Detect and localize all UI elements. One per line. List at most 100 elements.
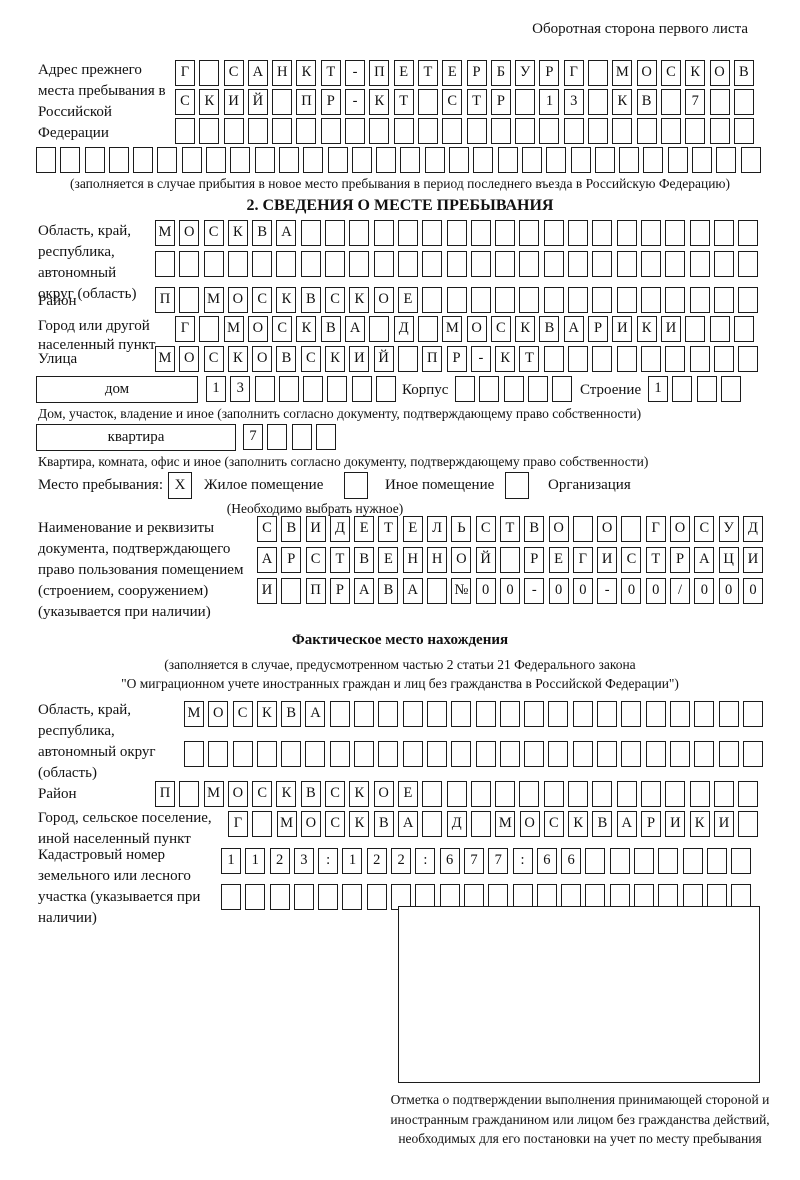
char-cell[interactable]	[570, 147, 591, 173]
char-cell[interactable]	[665, 251, 686, 277]
char-cell[interactable]: Г	[228, 811, 248, 837]
char-cell[interactable]	[616, 251, 637, 277]
char-cell[interactable]: К	[256, 701, 277, 727]
char-cell[interactable]: Ь	[451, 516, 472, 542]
checkbox-cell[interactable]	[344, 472, 368, 499]
char-cell[interactable]: Е	[402, 516, 423, 542]
char-cell[interactable]	[470, 811, 491, 837]
char-cell[interactable]	[669, 741, 690, 767]
char-cell[interactable]	[689, 346, 710, 372]
char-cell[interactable]	[621, 741, 642, 767]
char-cell[interactable]: 1	[221, 848, 241, 874]
char-cell[interactable]	[490, 118, 511, 144]
char-cell[interactable]	[592, 251, 613, 277]
char-cell[interactable]: А	[563, 316, 584, 342]
char-cell[interactable]: 0	[572, 578, 593, 604]
char-cell[interactable]	[199, 316, 220, 342]
char-cell[interactable]: О	[519, 811, 540, 837]
char-cell[interactable]	[546, 147, 567, 173]
char-cell[interactable]: Т	[499, 516, 520, 542]
char-cell[interactable]	[515, 118, 536, 144]
char-cell[interactable]	[342, 884, 363, 910]
char-cell[interactable]	[616, 220, 637, 246]
char-cell[interactable]: 7	[243, 424, 263, 450]
char-cell[interactable]: П	[296, 89, 317, 115]
char-cell[interactable]	[329, 701, 350, 727]
char-cell[interactable]	[329, 741, 350, 767]
char-cell[interactable]	[199, 118, 220, 144]
char-cell[interactable]	[616, 346, 637, 372]
char-cell[interactable]	[293, 884, 314, 910]
char-cell[interactable]: В	[300, 287, 321, 313]
char-cell[interactable]: К	[199, 89, 220, 115]
char-cell[interactable]	[369, 316, 390, 342]
char-cell[interactable]	[475, 701, 496, 727]
char-cell[interactable]: А	[305, 701, 326, 727]
char-cell[interactable]	[597, 701, 618, 727]
char-cell[interactable]	[689, 251, 710, 277]
char-cell[interactable]: П	[369, 60, 390, 86]
char-cell[interactable]: Р	[320, 89, 341, 115]
char-cell[interactable]	[133, 147, 154, 173]
char-cell[interactable]	[245, 884, 266, 910]
char-cell[interactable]	[422, 811, 443, 837]
char-cell[interactable]: Т	[378, 516, 399, 542]
char-cell[interactable]: /	[670, 578, 691, 604]
char-cell[interactable]: Р	[539, 60, 560, 86]
char-cell[interactable]	[208, 741, 229, 767]
char-cell[interactable]	[669, 701, 690, 727]
char-cell[interactable]	[733, 118, 754, 144]
char-cell[interactable]	[594, 147, 615, 173]
char-cell[interactable]	[568, 346, 589, 372]
char-cell[interactable]	[720, 376, 741, 402]
char-cell[interactable]	[672, 376, 693, 402]
char-cell[interactable]	[254, 376, 275, 402]
char-cell[interactable]: А	[276, 220, 297, 246]
char-cell[interactable]: 1	[648, 376, 668, 402]
char-cell[interactable]: А	[616, 811, 637, 837]
char-cell[interactable]	[643, 147, 664, 173]
char-cell[interactable]: К	[685, 60, 706, 86]
char-cell[interactable]: О	[597, 516, 618, 542]
char-cell[interactable]	[667, 147, 688, 173]
char-cell[interactable]: С	[543, 811, 564, 837]
char-cell[interactable]: А	[345, 316, 366, 342]
char-cell[interactable]	[609, 848, 630, 874]
char-cell[interactable]: В	[354, 547, 375, 573]
char-cell[interactable]	[665, 781, 686, 807]
char-cell[interactable]: Л	[427, 516, 448, 542]
char-cell[interactable]	[376, 147, 397, 173]
char-cell[interactable]	[665, 220, 686, 246]
char-cell[interactable]: -	[597, 578, 618, 604]
char-cell[interactable]	[515, 89, 536, 115]
char-cell[interactable]: П	[155, 287, 175, 313]
char-cell[interactable]: И	[665, 811, 686, 837]
char-cell[interactable]	[733, 316, 754, 342]
char-cell[interactable]	[738, 811, 759, 837]
char-cell[interactable]: К	[296, 316, 317, 342]
char-cell[interactable]: О	[179, 220, 200, 246]
char-cell[interactable]	[247, 118, 268, 144]
char-cell[interactable]: С	[223, 60, 244, 86]
char-cell[interactable]: А	[402, 578, 423, 604]
char-cell[interactable]	[366, 884, 387, 910]
char-cell[interactable]: Н	[402, 547, 423, 573]
char-cell[interactable]	[640, 781, 661, 807]
char-cell[interactable]: :	[415, 848, 436, 874]
char-cell[interactable]	[157, 147, 178, 173]
char-cell[interactable]	[709, 118, 730, 144]
char-cell[interactable]: 0	[548, 578, 569, 604]
char-cell[interactable]	[354, 741, 375, 767]
char-cell[interactable]	[426, 741, 447, 767]
char-cell[interactable]: У	[515, 60, 536, 86]
char-cell[interactable]: К	[276, 781, 297, 807]
char-cell[interactable]: 7	[685, 89, 706, 115]
char-cell[interactable]	[568, 287, 589, 313]
char-cell[interactable]	[300, 220, 321, 246]
char-cell[interactable]: С	[252, 781, 273, 807]
char-cell[interactable]: 0	[499, 578, 520, 604]
char-cell[interactable]: А	[257, 547, 277, 573]
char-cell[interactable]: С	[475, 516, 496, 542]
char-cell[interactable]	[519, 781, 540, 807]
char-cell[interactable]	[422, 781, 443, 807]
